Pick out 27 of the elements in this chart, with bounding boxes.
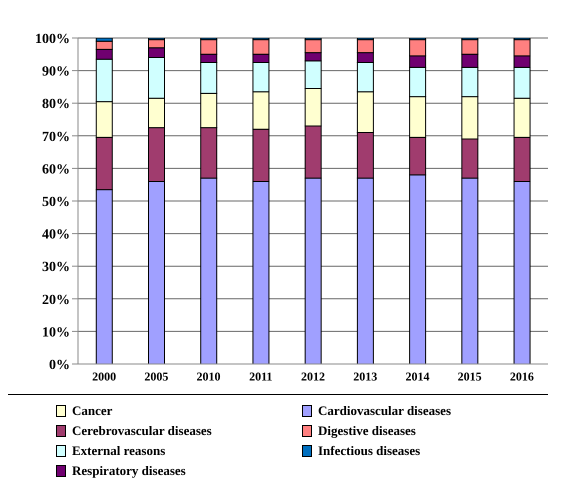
legend-label: External reasons xyxy=(71,442,166,460)
legend-label: Cardiovascular diseases xyxy=(317,402,452,420)
y-tick-label: 50% xyxy=(42,194,70,210)
y-tick-label: 40% xyxy=(42,228,70,243)
legend-label: Digestive diseases xyxy=(317,422,417,440)
x-tick-label: 2000 xyxy=(92,370,116,384)
x-tick-label: 2015 xyxy=(458,370,482,384)
x-tick-label: 2016 xyxy=(510,370,534,384)
x-tick-label: 2011 xyxy=(249,370,272,384)
y-tick-label: 10% xyxy=(42,325,70,340)
x-tick-label: 2014 xyxy=(405,370,430,384)
y-tick-label: 60% xyxy=(42,162,70,178)
legend-label: Cancer xyxy=(71,402,114,420)
legend-label: Respiratory diseases xyxy=(71,462,187,480)
y-tick-label: 30% xyxy=(42,260,70,276)
x-tick-label: 2010 xyxy=(196,370,221,384)
y-tick-label: 100% xyxy=(35,32,70,47)
y-tick-label: 20% xyxy=(42,292,70,308)
legend-label: Cerebrovascular diseases xyxy=(71,422,213,440)
x-tick-label: 2005 xyxy=(144,370,168,384)
y-tick-label: 90% xyxy=(42,64,70,80)
y-tick-label: 0% xyxy=(49,358,70,373)
y-tick-label: 70% xyxy=(42,130,70,145)
x-tick-label: 2012 xyxy=(301,370,325,384)
legend-label: Infectious diseases xyxy=(317,442,422,460)
y-tick-label: 80% xyxy=(42,97,70,112)
x-tick-label: 2013 xyxy=(353,370,378,384)
